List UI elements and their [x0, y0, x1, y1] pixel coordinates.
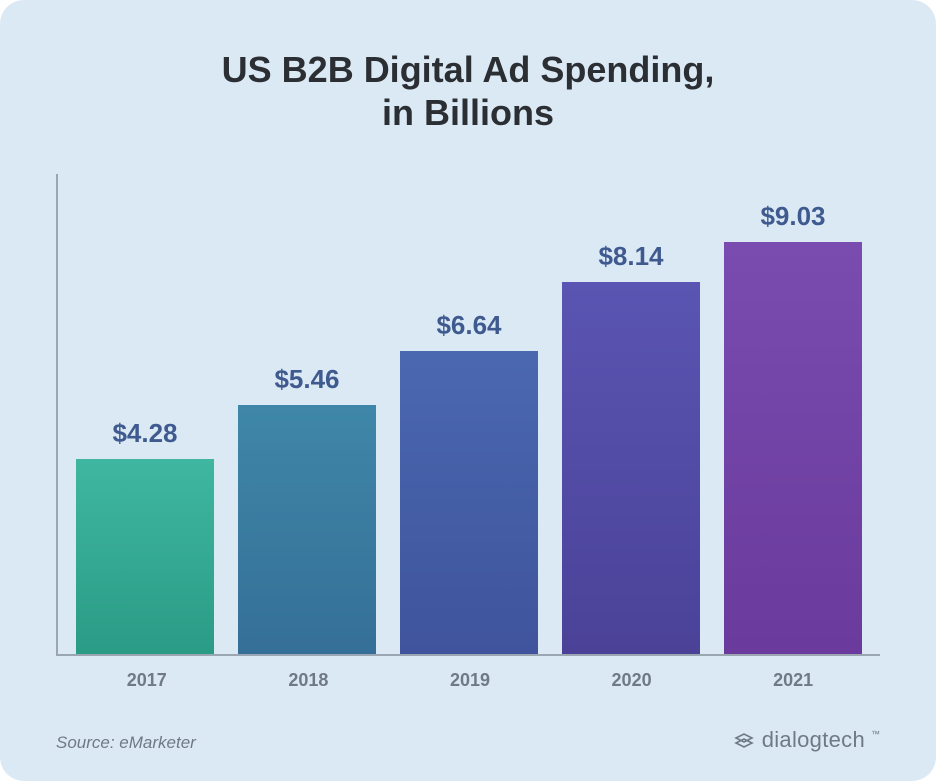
bar: [400, 351, 538, 654]
x-axis-label: 2019: [401, 670, 539, 691]
bar-value-label: $6.64: [436, 310, 501, 341]
source-text: Source: eMarketer: [56, 733, 196, 753]
bar-column: $5.46: [238, 174, 376, 654]
bar-column: $8.14: [562, 174, 700, 654]
bar-column: $6.64: [400, 174, 538, 654]
bar: [562, 282, 700, 654]
bar-value-label: $4.28: [112, 418, 177, 449]
x-axis-label: 2017: [78, 670, 216, 691]
logo-trademark: ™: [871, 729, 880, 739]
chart-card: US B2B Digital Ad Spending, in Billions …: [0, 0, 936, 781]
bar: [76, 459, 214, 655]
x-axis-label: 2021: [724, 670, 862, 691]
bar: [724, 242, 862, 654]
footer: Source: eMarketer dialogtech ™: [56, 727, 880, 753]
logo-text: dialogtech: [762, 727, 865, 753]
title-line-1: US B2B Digital Ad Spending,: [222, 49, 715, 90]
x-axis-label: 2020: [563, 670, 701, 691]
bar-column: $4.28: [76, 174, 214, 654]
x-axis: 2017 2018 2019 2020 2021: [56, 656, 880, 691]
bar-value-label: $9.03: [760, 201, 825, 232]
bar-column: $9.03: [724, 174, 862, 654]
bar-value-label: $5.46: [274, 364, 339, 395]
bar-value-label: $8.14: [598, 241, 663, 272]
logo-mark-icon: [732, 728, 756, 752]
title-line-2: in Billions: [382, 92, 554, 133]
chart-title: US B2B Digital Ad Spending, in Billions: [56, 48, 880, 134]
x-axis-label: 2018: [240, 670, 378, 691]
brand-logo: dialogtech ™: [732, 727, 880, 753]
bar-plot: $4.28 $5.46 $6.64 $8.14 $9.03: [56, 174, 880, 656]
chart-area: $4.28$5.46$6.64$8.14$9.03 20172018201920…: [56, 174, 880, 691]
bar: [238, 405, 376, 654]
